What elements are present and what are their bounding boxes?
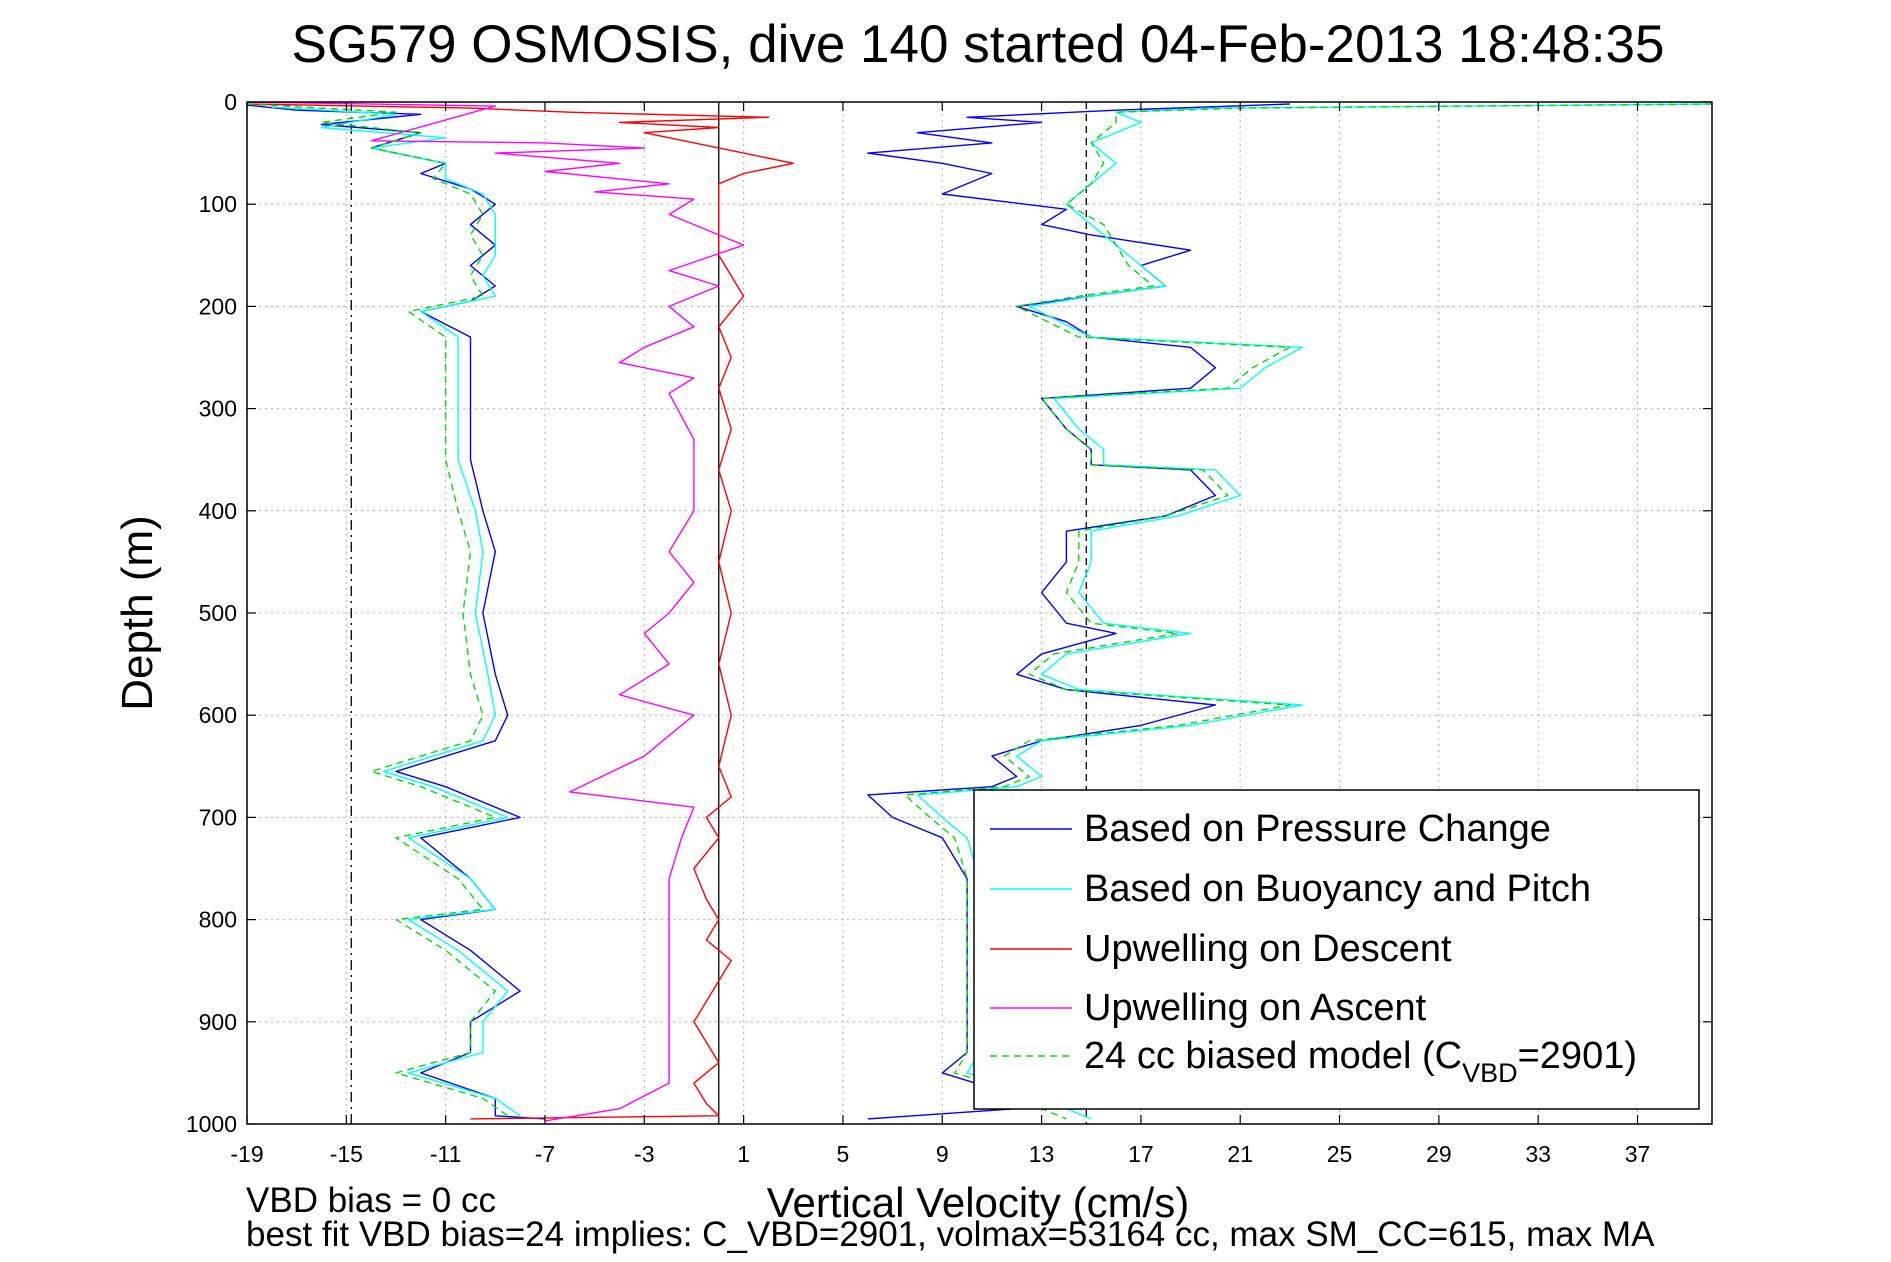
series-line xyxy=(916,103,1712,1120)
x-tick-label: 13 xyxy=(1029,1141,1055,1167)
y-tick-label: 200 xyxy=(199,293,237,319)
y-tick-label: 100 xyxy=(199,191,237,217)
legend-label: Based on Pressure Change xyxy=(1084,808,1551,850)
reference-lines xyxy=(350,102,1087,1124)
chart-title: SG579 OSMOSIS, dive 140 started 04-Feb-2… xyxy=(292,15,1665,74)
y-tick-label: 500 xyxy=(199,600,237,626)
series-lines xyxy=(247,102,1712,1122)
x-tick-label: 17 xyxy=(1128,1141,1154,1167)
legend-label: 24 cc biased model (CVBD=2901) xyxy=(1084,1035,1637,1088)
legend-label: Upwelling on Descent xyxy=(1084,928,1452,970)
series-line xyxy=(247,103,794,1120)
series-line xyxy=(247,103,509,1117)
x-tick-label: 1 xyxy=(737,1141,750,1167)
series-line xyxy=(271,106,521,1117)
x-tick-label: -19 xyxy=(230,1141,263,1167)
best-fit-annotation: best fit VBD bias=24 implies: C_VBD=2901… xyxy=(246,1215,1655,1254)
y-tick-label: 800 xyxy=(199,907,237,933)
legend: Based on Pressure Change Based on Buoyanc… xyxy=(973,789,1700,1110)
y-tick-label: 300 xyxy=(199,396,237,422)
x-tick-label: 29 xyxy=(1426,1141,1452,1167)
y-tick-label: 0 xyxy=(224,89,237,115)
legend-box xyxy=(973,789,1700,1110)
x-tick-label: 21 xyxy=(1227,1141,1253,1167)
x-tick-label: 5 xyxy=(837,1141,850,1167)
y-tick-label: 1000 xyxy=(186,1111,237,1137)
x-tick-label: 37 xyxy=(1625,1141,1651,1167)
legend-label: Upwelling on Ascent xyxy=(1084,987,1427,1029)
x-tick-label: 9 xyxy=(936,1141,949,1167)
x-tick-label: -3 xyxy=(634,1141,654,1167)
x-tick-label: -11 xyxy=(430,1141,462,1167)
x-tick-label: -15 xyxy=(330,1141,363,1167)
series-line xyxy=(247,104,546,1120)
y-tick-label: 600 xyxy=(199,702,237,728)
x-axis-ticks: -19 -15 -11 -7 -3 1 5 9 13 17 21 25 29 33 37 xyxy=(230,102,1650,1167)
y-tick-label: 900 xyxy=(199,1009,237,1035)
x-tick-label: 33 xyxy=(1525,1141,1551,1167)
y-axis-label: Depth (m) xyxy=(113,515,162,711)
series-line xyxy=(247,102,745,1122)
x-tick-label: 25 xyxy=(1327,1141,1353,1167)
y-tick-label: 700 xyxy=(199,804,237,830)
x-tick-label: -7 xyxy=(535,1141,555,1167)
vbd-bias-annotation: VBD bias = 0 cc xyxy=(246,1181,496,1220)
y-axis-ticks: 0 100 200 300 400 500 600 700 800 900 1000 xyxy=(186,89,1712,1137)
y-tick-label: 400 xyxy=(199,498,237,524)
series-line xyxy=(904,103,1712,1120)
legend-label: Based on Buoyancy and Pitch xyxy=(1084,868,1591,910)
x-axis-label: Vertical Velocity (cm/s) xyxy=(767,1179,1189,1226)
